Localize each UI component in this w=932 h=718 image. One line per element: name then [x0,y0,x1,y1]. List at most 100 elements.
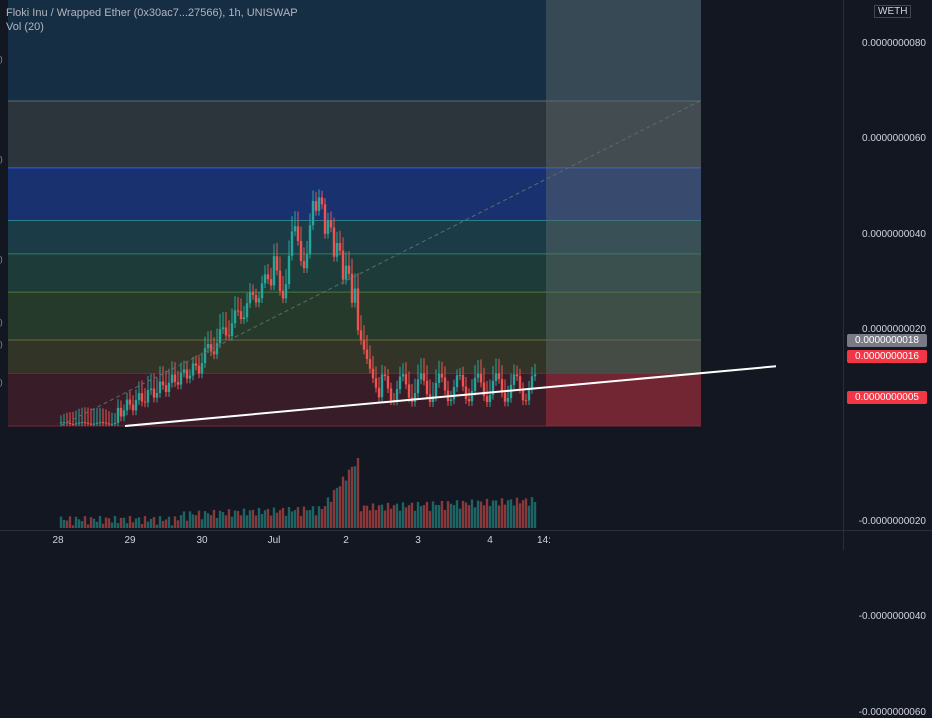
time-axis[interactable]: 28 29 30 Jul 2 3 4 14: [0,530,843,550]
volume-bar [80,521,84,528]
volume-bar [533,502,537,528]
candle-body [326,220,330,234]
candle-body [527,388,531,401]
candle-body [287,255,291,285]
volume-bar [68,516,72,528]
position-loss-zone [546,373,701,426]
volume-indicator-label[interactable]: Vol (20) [6,21,44,33]
volume-bar [263,510,267,528]
volume-bar [338,486,342,528]
candle-body [224,327,228,336]
volume-bar [371,503,375,528]
volume-bar [434,504,438,528]
volume-bar [125,523,129,528]
candle-body [383,374,387,377]
volume-bar [404,507,408,528]
candle-body [203,348,207,364]
candle-body [524,400,528,402]
trend-lines[interactable] [59,100,777,427]
candle-body [131,404,135,411]
volume-bar [410,502,414,528]
candle-body [278,270,282,291]
candle-body [437,373,441,384]
volume-bar [509,499,513,528]
candle-body [455,375,459,387]
candle-body [293,226,297,232]
volume-bar [185,520,189,528]
position-profit-zone [546,0,701,374]
volume-bar [77,519,81,528]
candle-body [425,380,429,395]
candle-body [263,274,267,284]
candle-body [518,376,522,389]
price-axis[interactable]: WETH 0.00000002600.00000002400.000000022… [843,0,932,718]
volume-bar [152,517,156,528]
volume-bar [101,523,105,528]
volume-bar [221,512,225,528]
candle-body [182,369,186,373]
candle-body [302,261,306,269]
candle-body [176,382,180,385]
candle-body [281,290,285,299]
candle-body [161,381,165,386]
volume-bar [233,510,237,528]
candle-body [398,376,402,390]
candle-body [461,375,465,387]
candle-body [464,386,468,400]
candle-body [434,383,438,397]
candle-body [179,372,183,385]
volume-bar [173,516,177,528]
candle-body [374,378,378,388]
candle-body [254,295,258,303]
fib-level-marker: ) [0,318,3,327]
volume-bar [443,509,447,528]
volume-bar [206,513,210,528]
candle-body [323,204,327,234]
price-tick-label: -0.0000000020 [858,515,926,527]
candle-body [149,388,153,391]
chart-pane[interactable]: Floki Inu / Wrapped Ether (0x30ac7...275… [0,0,843,530]
candle-body [152,388,156,398]
volume-bar [431,501,435,528]
volume-bar [65,520,69,528]
candle-body [521,388,525,401]
volume-bar [392,505,396,528]
candle-body [359,330,363,340]
volume-bar [143,516,147,528]
candle-body [113,422,117,424]
volume-bar [353,466,357,528]
candle-body [119,407,123,417]
time-tick-label: 30 [196,535,208,546]
candle-body [173,374,177,383]
fib-retracement-drawing[interactable] [8,0,701,427]
volume-bar [419,506,423,528]
candle-body [419,373,423,380]
time-tick-label: 29 [124,535,136,546]
candle-body [338,242,342,251]
volume-bar [257,507,261,528]
candle-body [482,382,486,397]
candle-body [191,363,195,376]
candle-body [74,423,78,425]
candle-body [155,393,159,398]
position-tool-drawing[interactable] [546,0,701,426]
candle-body [236,310,240,312]
candle-body [440,373,444,378]
volume-bar [305,510,309,528]
price-tick-label: 0.0000000040 [862,228,926,240]
volume-bar [365,505,369,528]
symbol-title[interactable]: Floki Inu / Wrapped Ether (0x30ac7...275… [6,7,298,19]
volume-bar [341,476,345,528]
candle-body [116,407,120,423]
volume-bar [314,515,318,528]
volume-bar [407,505,411,528]
candle-body [431,396,435,403]
price-chart[interactable] [0,0,843,530]
volume-bar [455,500,459,528]
volume-bar [122,517,126,528]
candle-body [296,226,300,241]
candle-body [266,274,270,280]
currency-label[interactable]: WETH [874,5,912,18]
candle-body [506,398,510,402]
volume-bar [284,515,288,528]
